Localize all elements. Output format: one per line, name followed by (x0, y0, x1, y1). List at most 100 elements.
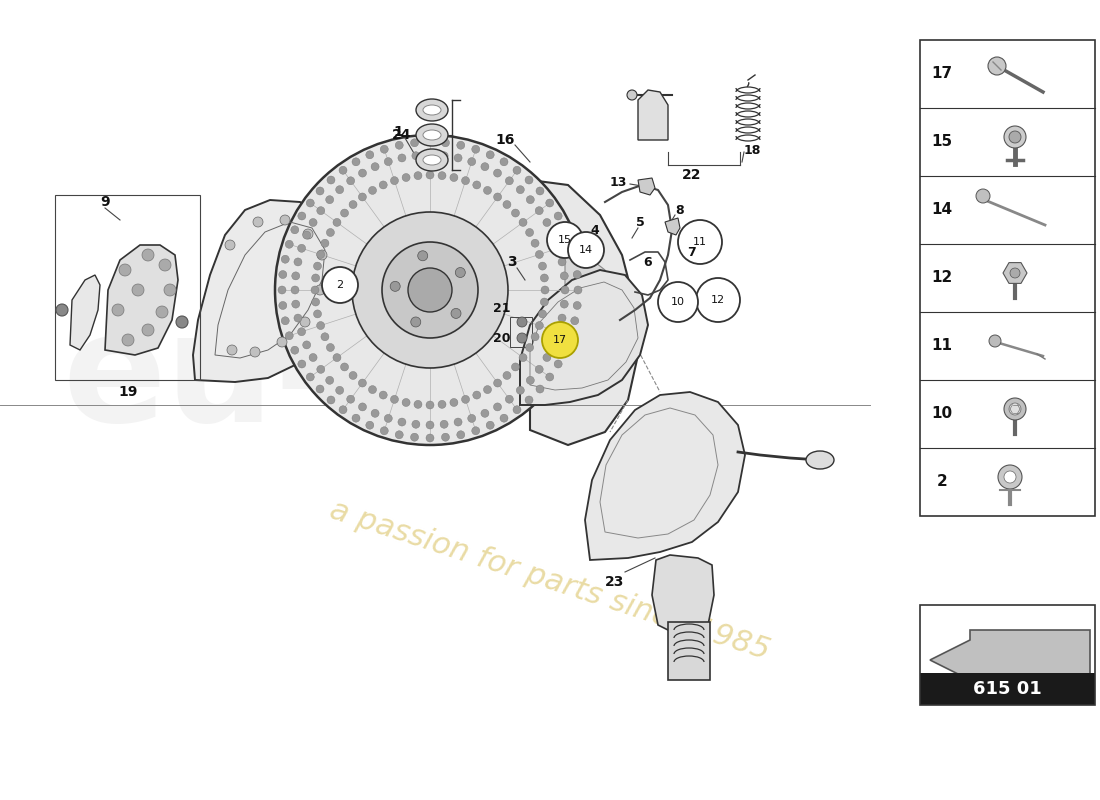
Circle shape (539, 310, 547, 318)
Circle shape (536, 385, 544, 393)
Circle shape (456, 142, 465, 150)
Circle shape (486, 150, 494, 158)
Circle shape (302, 341, 310, 349)
Circle shape (560, 300, 569, 308)
Circle shape (566, 240, 575, 248)
Circle shape (472, 426, 480, 434)
Circle shape (481, 162, 488, 170)
Polygon shape (104, 245, 178, 355)
Circle shape (306, 373, 315, 381)
Ellipse shape (416, 149, 448, 171)
Circle shape (531, 239, 539, 247)
Circle shape (503, 371, 512, 379)
Text: 19: 19 (119, 385, 138, 399)
Ellipse shape (424, 130, 441, 140)
Circle shape (322, 267, 358, 303)
Circle shape (384, 414, 393, 422)
Circle shape (558, 258, 566, 266)
Circle shape (540, 298, 549, 306)
Circle shape (285, 240, 294, 248)
Circle shape (426, 138, 434, 146)
Circle shape (696, 278, 740, 322)
Circle shape (302, 229, 313, 239)
Circle shape (547, 222, 583, 258)
Circle shape (333, 354, 341, 362)
Circle shape (292, 300, 299, 308)
Circle shape (341, 363, 349, 371)
Text: 7: 7 (688, 246, 696, 258)
Text: 10: 10 (671, 297, 685, 307)
Circle shape (554, 360, 562, 368)
Circle shape (336, 186, 343, 194)
Circle shape (292, 272, 299, 280)
Circle shape (341, 209, 349, 217)
Circle shape (403, 398, 410, 406)
Circle shape (368, 186, 376, 194)
Circle shape (512, 363, 519, 371)
Circle shape (500, 158, 508, 166)
Text: 2: 2 (337, 280, 343, 290)
Circle shape (472, 146, 480, 154)
Polygon shape (638, 90, 668, 140)
Polygon shape (585, 392, 745, 560)
Circle shape (450, 398, 458, 406)
Circle shape (285, 332, 294, 340)
Circle shape (298, 360, 306, 368)
Polygon shape (1003, 262, 1027, 283)
Circle shape (561, 226, 569, 234)
Circle shape (384, 158, 393, 166)
Text: 8: 8 (675, 203, 684, 217)
Circle shape (411, 152, 420, 160)
Circle shape (536, 206, 543, 214)
Circle shape (314, 310, 321, 318)
Circle shape (542, 322, 578, 358)
Circle shape (440, 420, 448, 428)
Bar (920, 605, 1094, 705)
Circle shape (989, 335, 1001, 347)
Circle shape (462, 395, 470, 403)
Circle shape (112, 304, 124, 316)
Circle shape (414, 400, 422, 408)
Circle shape (339, 406, 346, 414)
Circle shape (456, 430, 465, 438)
Circle shape (571, 317, 579, 325)
Circle shape (503, 201, 512, 209)
Circle shape (554, 244, 562, 252)
Text: 3: 3 (507, 255, 517, 269)
Circle shape (517, 333, 527, 343)
Circle shape (441, 433, 450, 441)
Circle shape (560, 272, 569, 280)
Circle shape (450, 174, 458, 182)
Circle shape (566, 332, 575, 340)
Circle shape (454, 418, 462, 426)
Circle shape (352, 158, 360, 166)
Polygon shape (666, 218, 680, 235)
Circle shape (390, 177, 398, 185)
Ellipse shape (416, 124, 448, 146)
Circle shape (290, 226, 299, 234)
Circle shape (227, 345, 236, 355)
Circle shape (505, 177, 514, 185)
Circle shape (468, 414, 475, 422)
Circle shape (462, 177, 470, 185)
Circle shape (451, 309, 461, 318)
Circle shape (526, 376, 535, 384)
Circle shape (426, 171, 434, 179)
Circle shape (290, 346, 299, 354)
Circle shape (1004, 471, 1016, 483)
Circle shape (455, 267, 465, 278)
Circle shape (346, 177, 354, 185)
Circle shape (658, 282, 698, 322)
Circle shape (517, 317, 527, 327)
Polygon shape (70, 275, 100, 350)
Circle shape (316, 187, 324, 195)
Circle shape (558, 314, 566, 322)
Circle shape (309, 218, 317, 226)
Circle shape (549, 341, 558, 349)
Circle shape (549, 231, 558, 239)
Circle shape (561, 286, 569, 294)
Polygon shape (565, 252, 621, 382)
Circle shape (539, 262, 547, 270)
Text: 15: 15 (558, 235, 572, 245)
Circle shape (546, 373, 553, 381)
